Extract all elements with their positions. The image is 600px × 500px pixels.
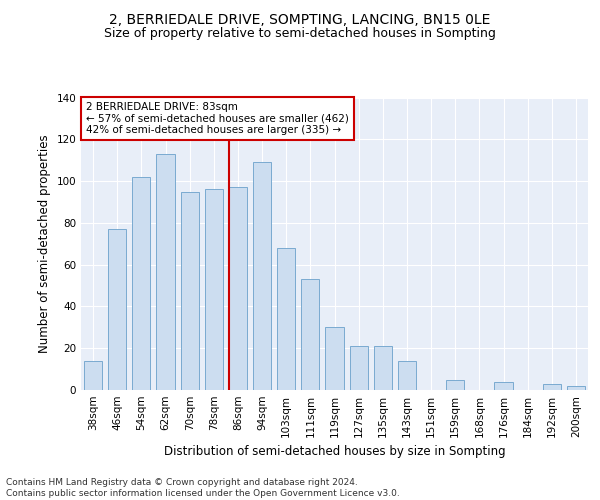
Bar bbox=[133, 177, 151, 390]
Bar bbox=[181, 192, 199, 390]
Bar bbox=[229, 188, 247, 390]
Bar bbox=[374, 346, 392, 390]
Bar bbox=[494, 382, 512, 390]
Bar bbox=[108, 229, 126, 390]
Bar bbox=[325, 328, 344, 390]
Bar bbox=[157, 154, 175, 390]
Bar bbox=[567, 386, 585, 390]
Bar bbox=[446, 380, 464, 390]
Bar bbox=[543, 384, 561, 390]
Bar bbox=[84, 361, 102, 390]
Bar bbox=[398, 361, 416, 390]
Bar bbox=[301, 280, 319, 390]
Text: 2, BERRIEDALE DRIVE, SOMPTING, LANCING, BN15 0LE: 2, BERRIEDALE DRIVE, SOMPTING, LANCING, … bbox=[109, 12, 491, 26]
Y-axis label: Number of semi-detached properties: Number of semi-detached properties bbox=[38, 134, 51, 353]
Text: 2 BERRIEDALE DRIVE: 83sqm
← 57% of semi-detached houses are smaller (462)
42% of: 2 BERRIEDALE DRIVE: 83sqm ← 57% of semi-… bbox=[86, 102, 349, 135]
Bar bbox=[277, 248, 295, 390]
Bar bbox=[350, 346, 368, 390]
Text: Size of property relative to semi-detached houses in Sompting: Size of property relative to semi-detach… bbox=[104, 28, 496, 40]
Text: Contains HM Land Registry data © Crown copyright and database right 2024.
Contai: Contains HM Land Registry data © Crown c… bbox=[6, 478, 400, 498]
Bar bbox=[205, 190, 223, 390]
Bar bbox=[253, 162, 271, 390]
X-axis label: Distribution of semi-detached houses by size in Sompting: Distribution of semi-detached houses by … bbox=[164, 446, 505, 458]
